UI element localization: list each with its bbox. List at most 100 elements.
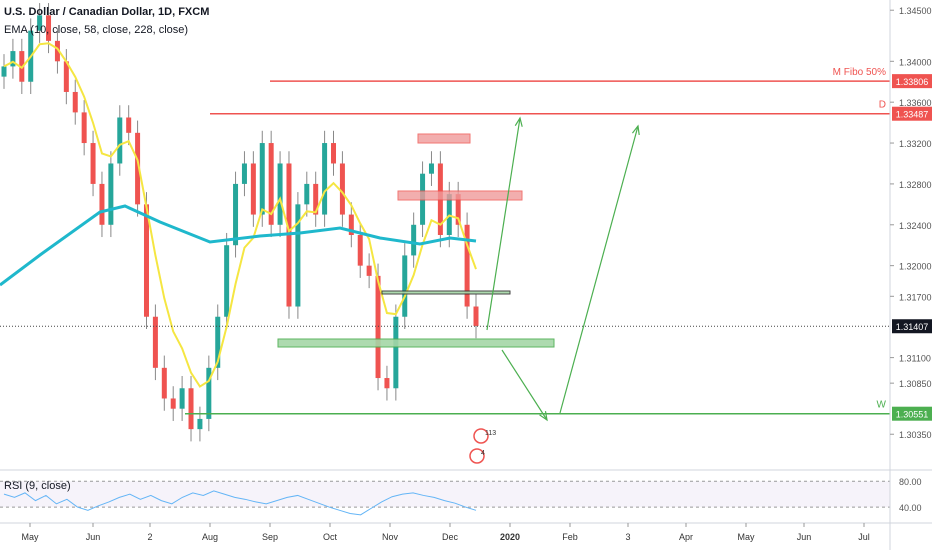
resistance-zone: [417, 133, 471, 144]
candlestick-series: [1, 3, 479, 442]
y-tick-label: 1.32000: [899, 262, 932, 272]
candle-body: [143, 204, 149, 317]
rsi-line: [3, 490, 477, 516]
y-tick-label: 1.33600: [899, 98, 932, 108]
rsi-tick-label: 80.00: [899, 477, 922, 487]
x-tick-label: 2: [147, 532, 152, 542]
y-tick-label: 1.34000: [899, 57, 932, 67]
candle-body: [455, 194, 461, 225]
candle-body: [384, 378, 390, 389]
rsi-band: [0, 481, 890, 508]
ema-lines: [0, 42, 477, 388]
x-tick-label: Jul: [858, 532, 870, 542]
candle-body: [90, 143, 96, 184]
x-tick-label: Oct: [323, 532, 338, 542]
candle-body: [108, 163, 114, 225]
x-tick-label: May: [21, 532, 39, 542]
candle-body: [188, 388, 194, 430]
candle-body: [393, 316, 399, 389]
y-tick-label: 1.34500: [899, 6, 932, 16]
candle-body: [126, 117, 132, 133]
ema-228-line: [0, 204, 477, 287]
arrow-up-2: [559, 125, 639, 414]
candle-body: [152, 316, 158, 368]
candle-body: [464, 224, 470, 307]
level-price-label: 1.33806: [896, 77, 929, 87]
level-price-box: [892, 74, 932, 89]
x-tick-label: Dec: [442, 532, 459, 542]
arrow-up-1: [486, 117, 521, 331]
current-price-box: [892, 319, 932, 334]
level-price-label: 1.33487: [896, 110, 929, 120]
y-tick-label: 1.32800: [899, 180, 932, 190]
candle-body: [161, 367, 167, 399]
candle-body: [1, 66, 7, 77]
x-tick-label: Apr: [679, 532, 693, 542]
x-tick-label: Aug: [202, 532, 218, 542]
candle-body: [304, 183, 310, 205]
candle-body: [81, 112, 87, 144]
x-tick-label: 2020: [500, 532, 520, 542]
candle-body: [357, 235, 363, 266]
price-labels: 1.33806 1.33487 1.30551 1.31407: [0, 74, 932, 421]
rsi-tick-label: 40.00: [899, 503, 922, 513]
candle-body: [99, 183, 105, 225]
candle-body: [179, 388, 185, 409]
level-label: W: [877, 400, 887, 411]
levels: M Fibo 50% D W: [185, 67, 890, 415]
y-tick-label: 1.31100: [899, 354, 931, 364]
current-price-label: 1.31407: [896, 322, 929, 332]
symbol-title: U.S. Dollar / Canadian Dollar, 1D, FXCM: [4, 6, 210, 18]
level-label: M Fibo 50%: [833, 67, 886, 78]
resistance-zone: [397, 190, 523, 201]
candle-body: [233, 183, 239, 246]
candle-body: [37, 15, 43, 31]
candle-body: [322, 143, 328, 215]
candle-body: [72, 91, 78, 113]
arrow-down-head: [539, 411, 548, 422]
candle-body: [206, 367, 212, 419]
candle-body: [473, 306, 479, 326]
rsi-panel: 80.00 40.00: [0, 477, 922, 516]
zones: [277, 133, 555, 348]
ema-10-line: [3, 42, 477, 388]
event-icons: 113 4: [469, 428, 496, 464]
candle-body: [10, 51, 16, 67]
candle-body: [402, 255, 408, 317]
arrow-down: [501, 349, 548, 421]
rsi-legend: RSI (9, close): [4, 480, 71, 492]
candle-body: [224, 245, 230, 317]
candle-body: [375, 275, 381, 379]
event-count-label: 4: [481, 450, 485, 457]
candle-body: [366, 265, 372, 276]
candle-body: [170, 398, 176, 409]
support-zone: [277, 338, 555, 348]
candle-body: [215, 316, 221, 368]
pivot-zone: [381, 290, 511, 295]
level-price-label: 1.30551: [896, 410, 929, 420]
candle-body: [197, 418, 203, 430]
x-tick-label: Nov: [382, 532, 399, 542]
candle-body: [428, 163, 434, 174]
candle-body: [259, 143, 265, 215]
y-tick-label: 1.33200: [899, 139, 932, 149]
level-price-box: [892, 106, 932, 121]
projection-arrows: [486, 116, 640, 422]
candle-body: [331, 143, 337, 164]
event-count-label: 113: [485, 430, 496, 437]
candle-body: [348, 214, 354, 235]
candle-body: [54, 40, 60, 62]
y-tick-label: 1.30350: [899, 430, 932, 440]
event-flag-icon: [473, 428, 489, 444]
level-price-box: [892, 406, 932, 421]
candle-body: [63, 61, 69, 92]
x-tick-label: 3: [625, 532, 630, 542]
y-tick-label: 1.32400: [899, 221, 932, 231]
x-tick-label: Feb: [562, 532, 578, 542]
event-flag-icon: [469, 448, 485, 464]
candle-body: [295, 204, 301, 307]
indicator-legend: EMA (10, close, 58, close, 228, close): [4, 24, 189, 36]
candle-body: [46, 15, 52, 41]
